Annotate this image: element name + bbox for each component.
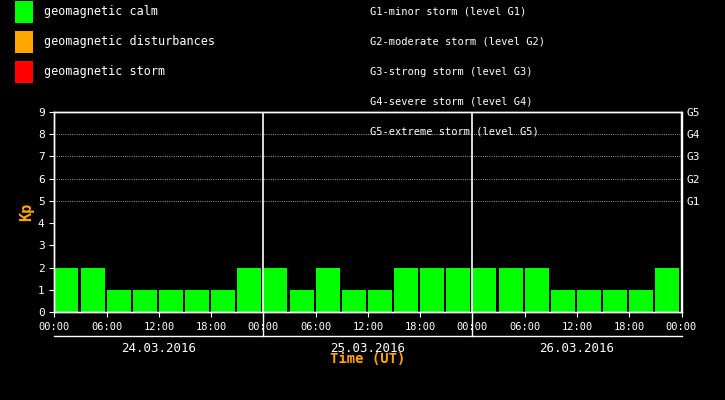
Y-axis label: Kp: Kp — [19, 203, 34, 221]
Text: G4-severe storm (level G4): G4-severe storm (level G4) — [370, 97, 532, 107]
Bar — [211, 290, 235, 312]
Bar — [54, 268, 78, 312]
Bar — [473, 268, 497, 312]
Bar — [133, 290, 157, 312]
Text: Time (UT): Time (UT) — [331, 352, 405, 366]
Bar — [551, 290, 575, 312]
Bar — [394, 268, 418, 312]
Bar — [603, 290, 627, 312]
Text: geomagnetic storm: geomagnetic storm — [44, 66, 165, 78]
Bar — [263, 268, 287, 312]
Bar — [447, 268, 471, 312]
Text: 25.03.2016: 25.03.2016 — [331, 342, 405, 355]
Bar — [185, 290, 209, 312]
Bar — [525, 268, 549, 312]
Bar — [80, 268, 104, 312]
Bar — [159, 290, 183, 312]
Text: 26.03.2016: 26.03.2016 — [539, 342, 615, 355]
Text: G2-moderate storm (level G2): G2-moderate storm (level G2) — [370, 37, 544, 47]
Text: G1-minor storm (level G1): G1-minor storm (level G1) — [370, 7, 526, 17]
Text: G3-strong storm (level G3): G3-strong storm (level G3) — [370, 67, 532, 77]
Bar — [368, 290, 392, 312]
Bar — [289, 290, 314, 312]
Bar — [237, 268, 261, 312]
Bar — [107, 290, 130, 312]
Text: 24.03.2016: 24.03.2016 — [121, 342, 196, 355]
Text: G5-extreme storm (level G5): G5-extreme storm (level G5) — [370, 127, 539, 137]
Bar — [341, 290, 366, 312]
Bar — [577, 290, 601, 312]
Bar — [655, 268, 679, 312]
Bar — [499, 268, 523, 312]
Bar — [420, 268, 444, 312]
Bar — [315, 268, 340, 312]
Text: geomagnetic disturbances: geomagnetic disturbances — [44, 36, 215, 48]
Bar — [629, 290, 653, 312]
Text: geomagnetic calm: geomagnetic calm — [44, 6, 157, 18]
